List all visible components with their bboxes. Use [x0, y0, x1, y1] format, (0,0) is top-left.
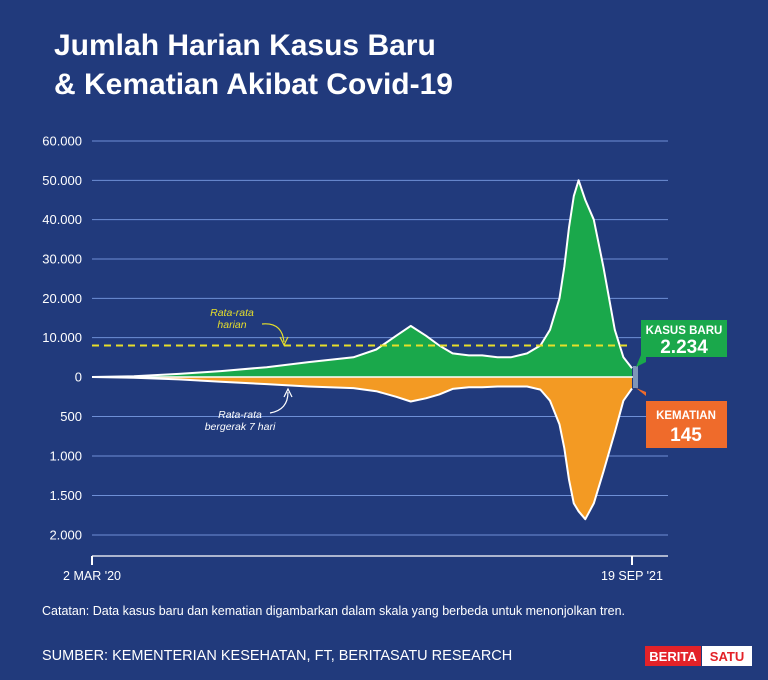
y-tick-labels: 0 10.000 20.000 30.000 40.000 50.000 60.000 500…: [42, 134, 82, 543]
cases-label-box: [636, 320, 727, 367]
deaths-label-value: 145: [670, 425, 702, 446]
y-tick-label: 2.000: [49, 528, 82, 543]
footnote: Catatan: Data kasus baru dan kematian di…: [42, 604, 625, 618]
y-tick-label: 20.000: [42, 291, 82, 306]
deaths-label-title: KEMATIAN: [656, 410, 716, 422]
y-tick-label: 500: [60, 409, 82, 424]
logo-right-box: [702, 646, 752, 666]
daily-average-label-line-2: harian: [217, 319, 246, 331]
x-tick-label-start: 2 MAR '20: [63, 569, 121, 583]
series-deaths-moving-average-line: [91, 376, 633, 521]
logo-left-box: [645, 646, 701, 666]
cases-label-title: KASUS BARU: [646, 325, 723, 337]
y-tick-label: 50.000: [42, 173, 82, 188]
title-line-2: & Kematian Akibat Covid-19: [54, 68, 453, 101]
source-line: SUMBER: KEMENTERIAN KESEHATAN, FT, BERIT…: [42, 648, 512, 664]
y-tick-label: 10.000: [42, 330, 82, 345]
moving-average-label-line-2: bergerak 7 hari: [205, 421, 276, 433]
y-tick-label: 30.000: [42, 252, 82, 267]
moving-average-pointer: [269, 391, 289, 414]
moving-average-label-line-1: Rata-rata: [218, 409, 262, 421]
daily-average-arrowhead: [279, 336, 289, 347]
y-tick-label: 1.000: [49, 449, 82, 464]
x-axis: 2 MAR '20 19 SEP '21: [63, 555, 668, 583]
daily-average-pointer: [261, 323, 285, 343]
series-cases-moving-average-line: [91, 179, 633, 378]
logo-left-text: BERITA: [649, 649, 697, 664]
daily-average-label-line-1: Rata-rata: [210, 307, 254, 319]
brand-logo: BERITA SATU: [645, 646, 752, 666]
series-deaths-area: [92, 377, 632, 520]
y-tick-label: 0: [75, 370, 82, 385]
deaths-label-box: [636, 388, 727, 448]
x-tick-label-end: 19 SEP '21: [601, 569, 663, 583]
title-line-1: Jumlah Harian Kasus Baru: [54, 29, 436, 62]
gridlines: [92, 140, 668, 536]
latest-day-marker: [633, 366, 638, 388]
y-tick-label: 40.000: [42, 212, 82, 227]
y-tick-label: 60.000: [42, 134, 82, 149]
chart-areas: [91, 179, 638, 521]
series-cases-area: [92, 180, 632, 377]
logo-right-text: SATU: [710, 649, 744, 664]
y-tick-label: 1.500: [49, 488, 82, 503]
moving-average-arrowhead: [283, 387, 293, 398]
cases-label-value: 2.234: [660, 337, 708, 358]
